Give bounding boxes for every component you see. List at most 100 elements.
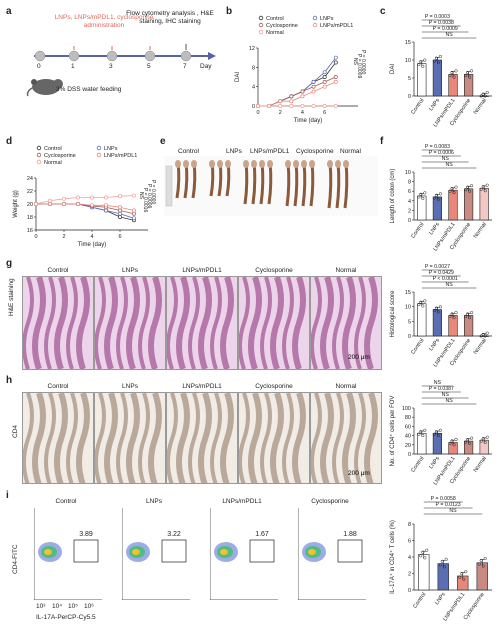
data-point: [454, 69, 458, 73]
data-point: [417, 195, 421, 199]
data-point: [417, 63, 421, 67]
x-tick-label: 0: [256, 110, 259, 116]
category-label: LNPs: [434, 592, 447, 607]
data-point: [438, 428, 442, 432]
y-axis-label: DAI: [235, 72, 241, 82]
data-point: [419, 554, 423, 558]
data-point: [436, 310, 440, 314]
day-5-marker: [144, 50, 156, 62]
data-point: [479, 334, 483, 338]
bar-control: [418, 554, 430, 591]
data-point: [466, 437, 470, 442]
data-point: [421, 64, 425, 68]
data-point: [454, 311, 458, 315]
flow-text: Flow cytometry analysis , H&E staining, …: [126, 10, 214, 25]
data-point: [438, 563, 442, 567]
data-point: [470, 184, 474, 188]
micrograph-header: Cyclosporine: [255, 383, 293, 390]
colon-photos: [164, 156, 378, 216]
cecum: [267, 160, 273, 168]
colon-specimen: [309, 161, 315, 207]
day-0-label: 0: [37, 63, 41, 70]
data-point: [470, 436, 474, 440]
data-point: [479, 94, 483, 98]
data-point: [417, 303, 421, 307]
data-point: [454, 437, 458, 442]
sig-label: NS: [442, 156, 450, 162]
series-point: [118, 194, 122, 199]
bar-lnps-mpdl1: [448, 189, 458, 221]
legend-marker: [36, 159, 42, 165]
y-tick-label: 24: [27, 176, 33, 182]
micrograph-cyclosporine: [238, 392, 310, 484]
x-tick-label: 0: [34, 234, 37, 240]
colon-specimen: [343, 161, 349, 209]
category-label: Control: [410, 98, 425, 116]
day-0-marker: [34, 50, 46, 62]
data-point: [464, 440, 468, 444]
colon-specimen: [335, 161, 341, 209]
sig-label: P < 0.0001: [433, 276, 458, 282]
micrograph-normal: [310, 276, 382, 370]
data-point: [419, 300, 423, 304]
legend-marker: [36, 152, 42, 158]
x-tick-label: 6: [118, 234, 121, 240]
cecum: [327, 160, 333, 168]
sig-label: P = 0.0003: [425, 14, 450, 20]
data-point: [483, 189, 487, 193]
series-point: [333, 55, 338, 60]
category-label: LNPs: [428, 98, 441, 113]
data-point: [452, 191, 456, 195]
data-point: [485, 331, 489, 335]
cecum: [183, 160, 189, 168]
cecum: [301, 160, 307, 168]
gate-box: [337, 539, 363, 563]
sig-label: P = 0.0083: [425, 144, 450, 150]
y-tick-label: 2: [408, 572, 411, 578]
sig-label: NS: [445, 398, 453, 404]
series-point: [34, 202, 38, 206]
cecum: [175, 160, 181, 168]
bar-control: [417, 303, 427, 337]
data-point: [462, 577, 466, 581]
mouse-icon: [26, 79, 63, 97]
flow-tick-1: 10³: [36, 603, 46, 610]
y-tick-label: 10: [405, 58, 411, 64]
data-point: [419, 430, 423, 434]
category-label: Normal: [473, 98, 488, 116]
y-tick-label: 10: [405, 305, 411, 311]
series-point: [76, 202, 80, 206]
micrograph-header: LNPs: [122, 267, 138, 274]
data-point: [477, 562, 481, 566]
y-tick-label: 100: [402, 406, 411, 412]
data-point: [434, 430, 438, 434]
flow-plot-header: Cyclosporine: [311, 498, 349, 505]
series-point: [300, 94, 305, 99]
legend-label: Control: [266, 16, 284, 22]
data-point: [450, 312, 454, 316]
gate-box: [249, 539, 275, 563]
cecum: [293, 160, 299, 168]
sig-label: NS: [449, 508, 457, 514]
cecum: [243, 160, 249, 168]
flow-plot-control: 3.89: [34, 508, 102, 600]
y-tick-label: 8: [408, 522, 411, 528]
micrograph-normal: [310, 392, 382, 484]
sig-label: P = 0.0058: [431, 496, 456, 502]
legend-marker: [96, 145, 102, 151]
category-label: LNPs: [428, 338, 441, 353]
panel-label-b: b: [226, 6, 233, 17]
y-tick-label: 6: [408, 539, 411, 545]
x-axis-label: Time (day): [78, 242, 106, 248]
series-point: [311, 89, 316, 94]
series-point: [333, 75, 338, 79]
legend-marker: [258, 22, 264, 28]
series-point: [278, 104, 283, 108]
data-point: [423, 299, 427, 303]
category-label: Control: [412, 592, 427, 610]
cecum: [251, 160, 257, 168]
data-point: [444, 557, 448, 561]
gate-box: [161, 539, 187, 563]
sig-label: P = 0.0123: [436, 502, 461, 508]
